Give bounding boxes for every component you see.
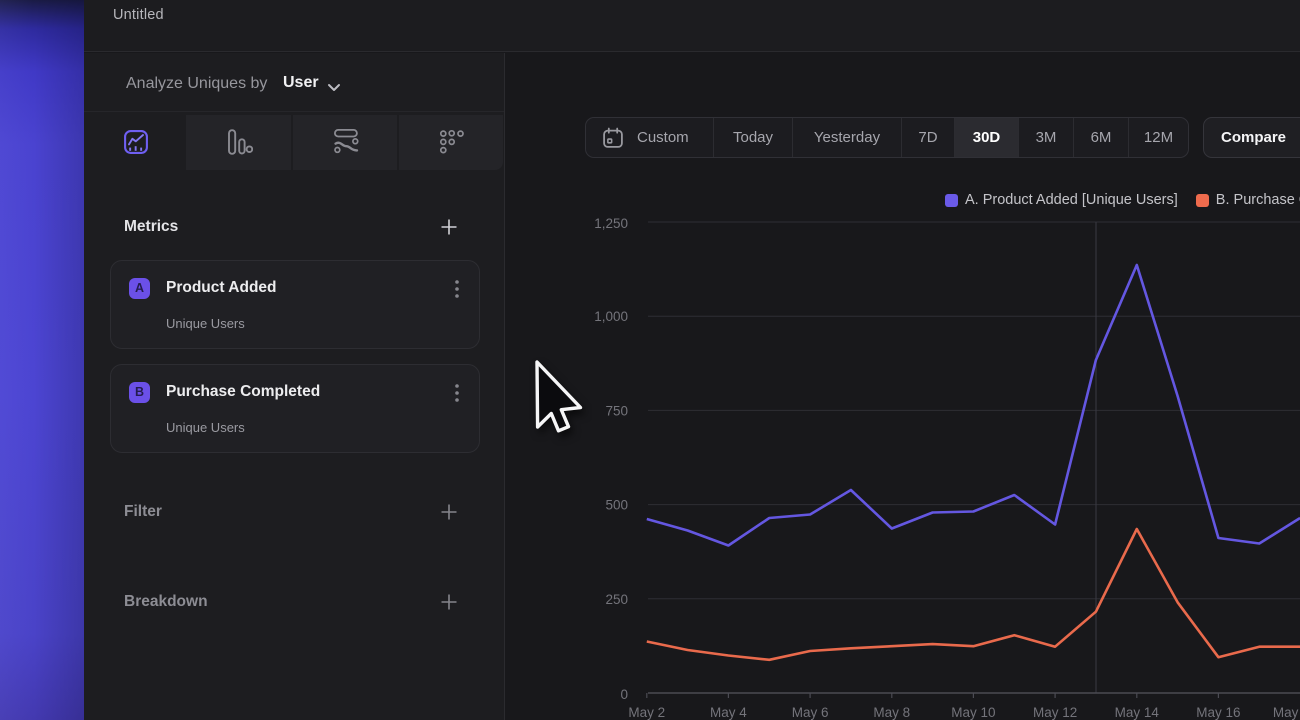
svg-text:750: 750	[605, 404, 628, 419]
svg-text:May 18: May 18	[1273, 705, 1300, 720]
svg-text:250: 250	[605, 592, 628, 607]
svg-text:May 10: May 10	[951, 705, 995, 720]
svg-text:May 12: May 12	[1033, 705, 1077, 720]
svg-text:May 6: May 6	[792, 705, 829, 720]
svg-text:May 16: May 16	[1196, 705, 1240, 720]
svg-text:May 4: May 4	[710, 705, 747, 720]
svg-text:1,250: 1,250	[594, 216, 628, 231]
svg-text:0: 0	[620, 687, 628, 702]
svg-text:500: 500	[605, 498, 628, 513]
svg-text:1,000: 1,000	[594, 309, 628, 324]
svg-text:May 14: May 14	[1115, 705, 1160, 720]
svg-text:May 2: May 2	[628, 705, 665, 720]
svg-text:May 8: May 8	[873, 705, 910, 720]
